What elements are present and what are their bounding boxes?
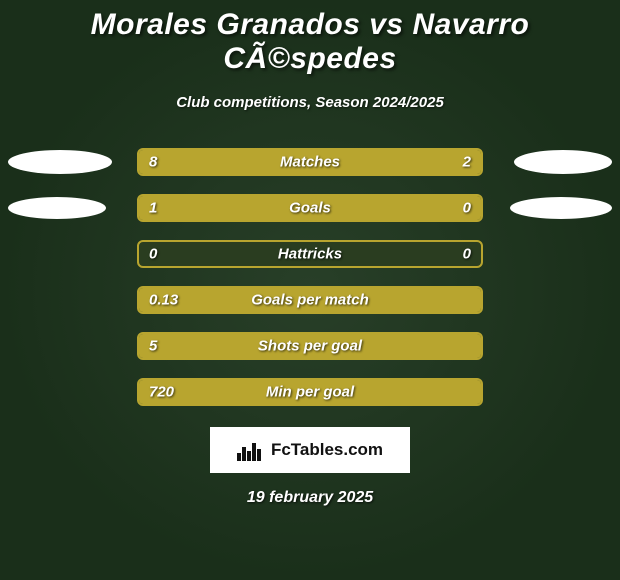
player-ellipse <box>514 150 612 174</box>
date-text: 19 february 2025 <box>0 489 620 507</box>
stat-bar: 0.13 Goals per match <box>137 286 483 314</box>
stat-row: 0.13 Goals per match <box>0 277 620 323</box>
stat-right-value: 2 <box>463 154 471 171</box>
player-ellipse <box>510 197 612 219</box>
stats-container: 8 2 Matches 1 0 Goals 0 0 Hattricks 0.13 Goals per… <box>0 139 620 415</box>
stat-row: 8 2 Matches <box>0 139 620 185</box>
bars-icon <box>237 439 265 461</box>
stat-row: 1 0 Goals <box>0 185 620 231</box>
stat-left-value: 8 <box>149 154 157 171</box>
stat-bar: 5 Shots per goal <box>137 332 483 360</box>
stat-left-value: 0.13 <box>149 292 178 309</box>
bar-left-fill <box>139 150 413 174</box>
stat-left-value: 0 <box>149 246 157 263</box>
brand-text: FcTables.com <box>271 440 383 460</box>
stat-left-value: 5 <box>149 338 157 355</box>
stat-right-value: 0 <box>463 246 471 263</box>
page-subtitle: Club competitions, Season 2024/2025 <box>0 94 620 111</box>
stat-left-value: 720 <box>149 384 174 401</box>
stat-left-value: 1 <box>149 200 157 217</box>
stat-bar: 0 0 Hattricks <box>137 240 483 268</box>
stat-row: 5 Shots per goal <box>0 323 620 369</box>
page-title: Morales Granados vs Navarro CÃ©spedes <box>0 0 620 76</box>
stat-label: Shots per goal <box>258 338 362 355</box>
player-ellipse <box>8 150 112 174</box>
stat-label: Hattricks <box>278 246 342 263</box>
stat-label: Goals <box>289 200 331 217</box>
stat-row: 720 Min per goal <box>0 369 620 415</box>
stat-row: 0 0 Hattricks <box>0 231 620 277</box>
stat-bar: 1 0 Goals <box>137 194 483 222</box>
stat-label: Goals per match <box>251 292 369 309</box>
stat-right-value: 0 <box>463 200 471 217</box>
stat-label: Matches <box>280 154 340 171</box>
player-ellipse <box>8 197 106 219</box>
stat-label: Min per goal <box>266 384 354 401</box>
stat-bar: 720 Min per goal <box>137 378 483 406</box>
brand-logo: FcTables.com <box>210 427 410 473</box>
bar-right-fill <box>440 196 481 220</box>
stat-bar: 8 2 Matches <box>137 148 483 176</box>
